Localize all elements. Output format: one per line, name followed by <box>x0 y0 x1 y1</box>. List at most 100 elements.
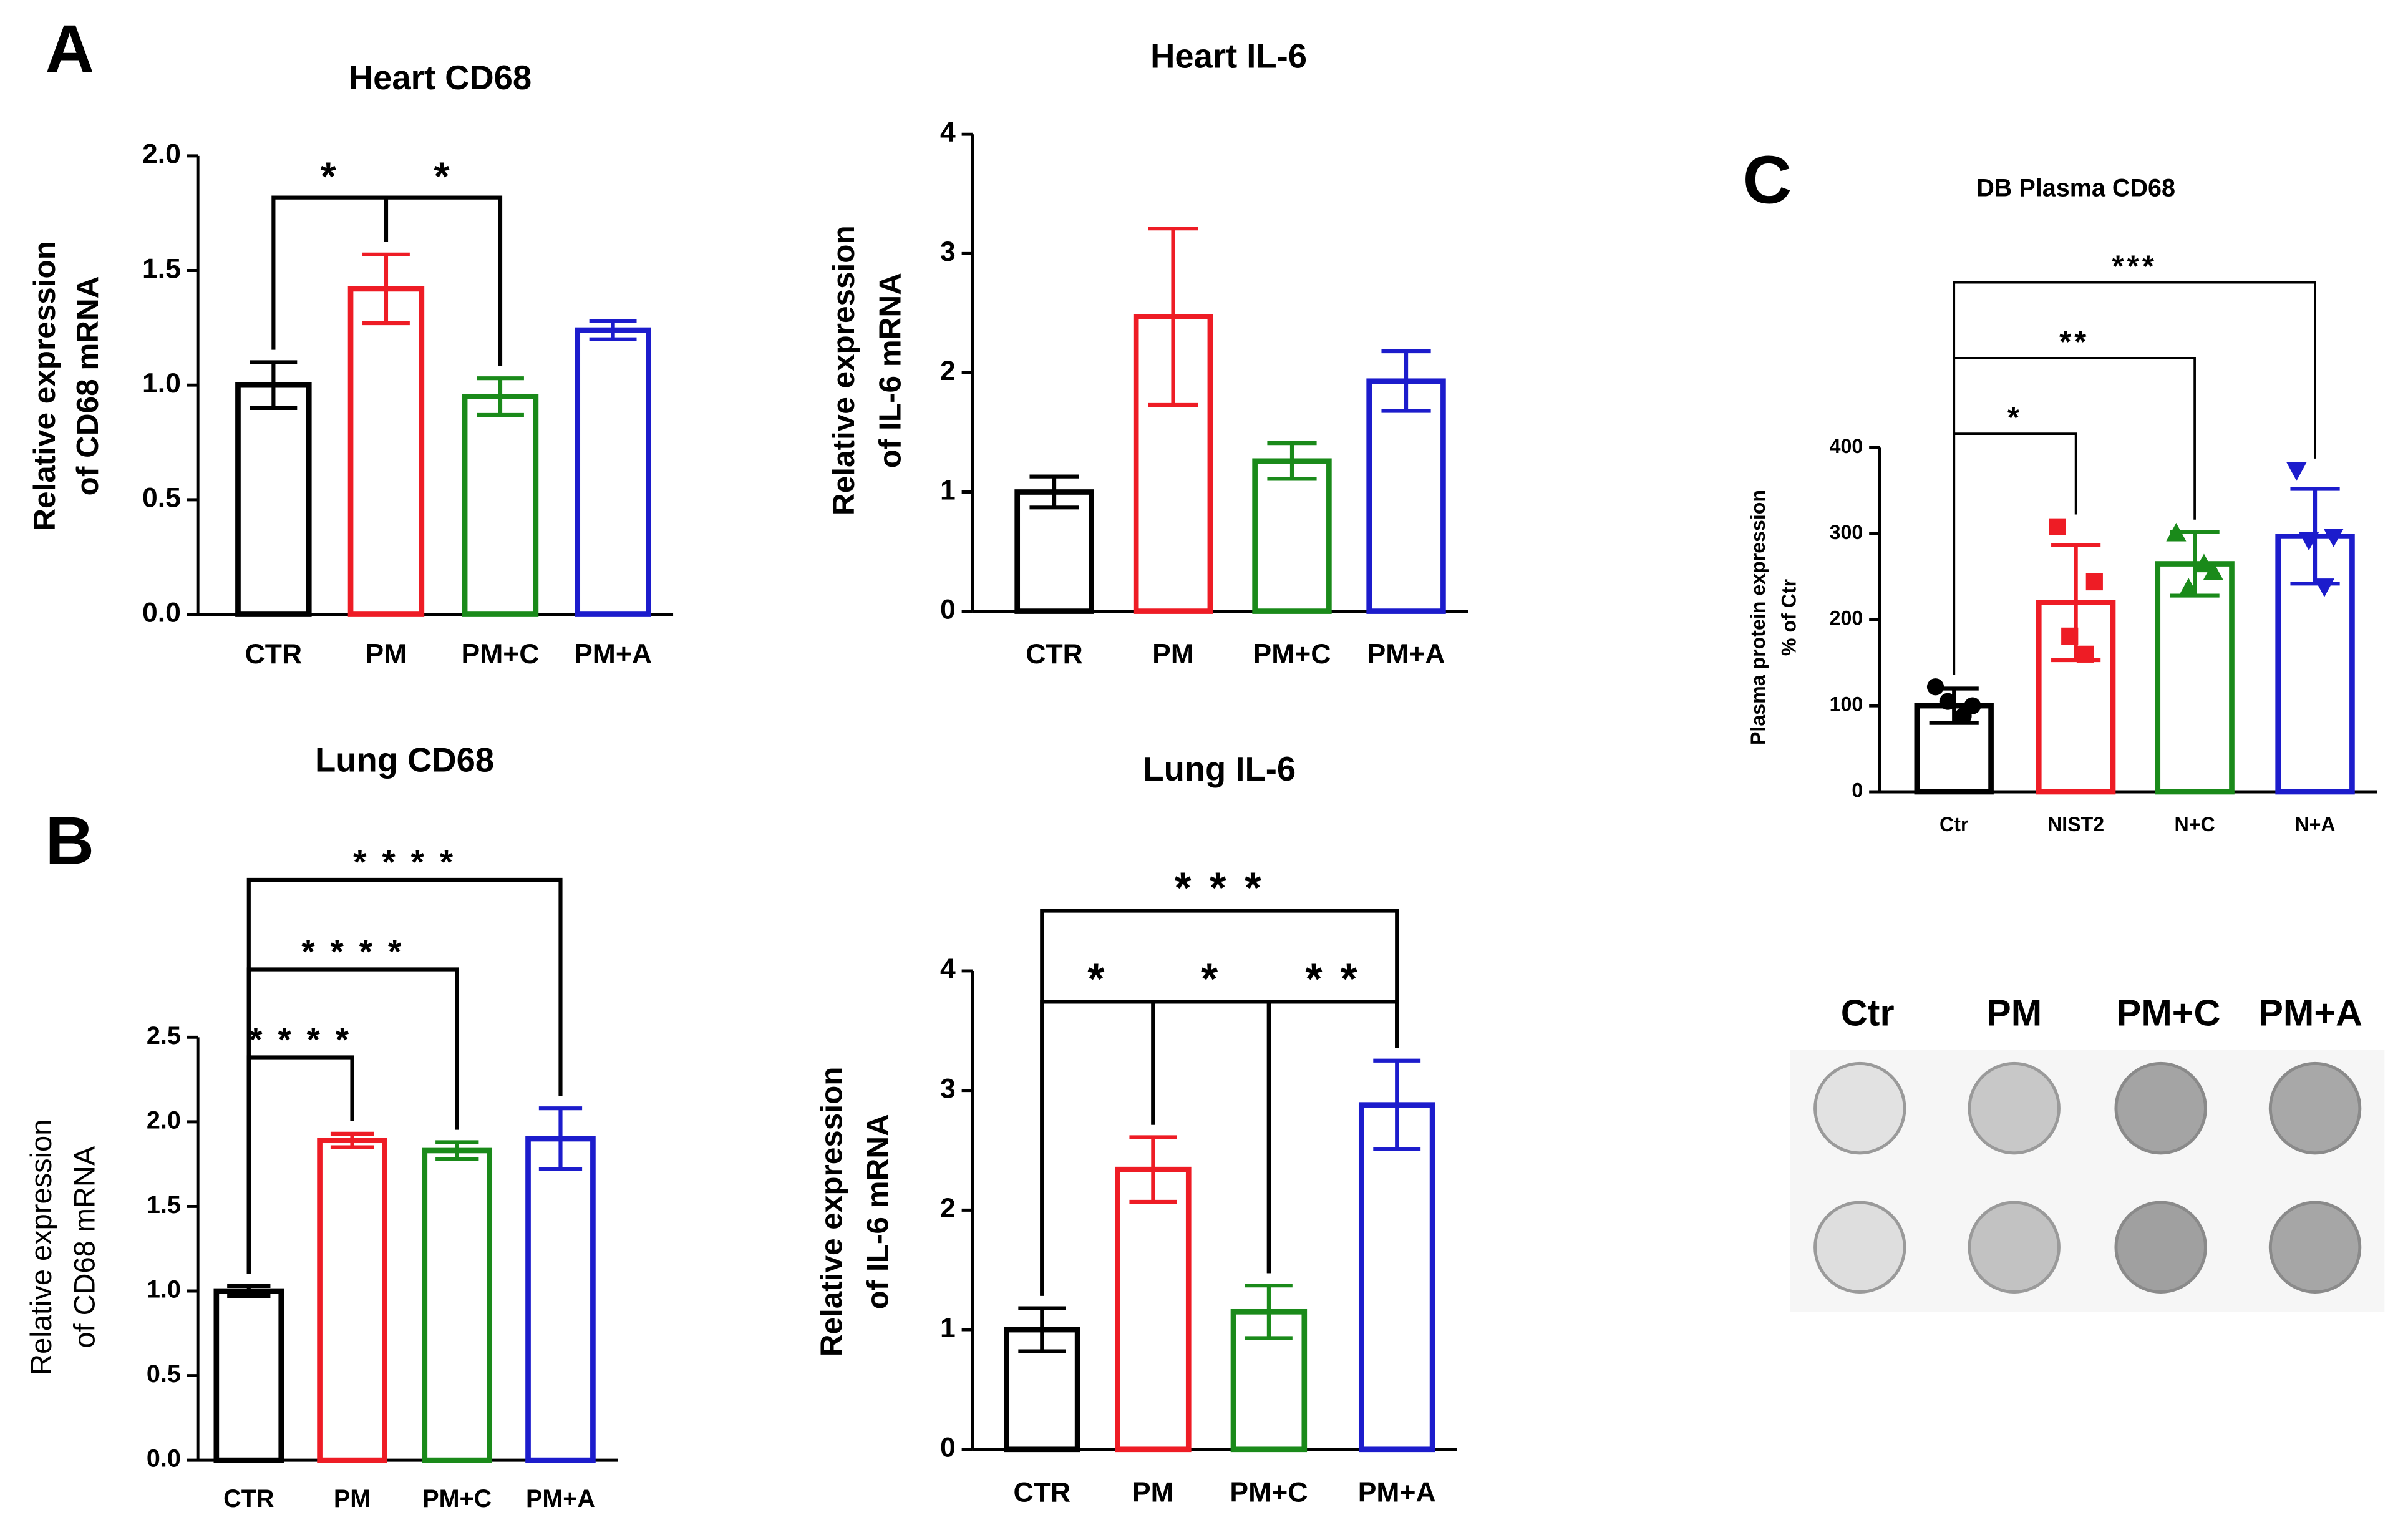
significance-bracket <box>246 877 563 1274</box>
x-tick-label: CTR <box>1014 1477 1071 1508</box>
significance-bracket <box>1953 432 2077 675</box>
bar <box>317 1138 387 1463</box>
data-point <box>2193 553 2215 573</box>
significance-label: * <box>1201 955 1221 1003</box>
data-point <box>2299 532 2319 551</box>
error-bar <box>1029 474 1079 510</box>
significance-bracket <box>384 195 503 366</box>
data-point <box>2323 529 2344 547</box>
y-tick-label: 0 <box>1852 779 1863 801</box>
x-tick-label: PM <box>366 639 407 670</box>
y-tick-label: 3 <box>940 1073 956 1104</box>
bar <box>1014 489 1094 614</box>
significance-bracket <box>1040 1000 1155 1296</box>
error-bar <box>435 1140 479 1161</box>
x-tick-label: PM+C <box>1230 1477 1308 1508</box>
x-tick-label: PM+C <box>422 1485 492 1513</box>
error-bar <box>227 1284 271 1298</box>
error-bar <box>1373 1058 1421 1151</box>
x-tick-label: PM <box>1152 639 1194 670</box>
significance-label: * <box>2007 401 2022 435</box>
y-axis-label: Relative expression <box>27 241 62 531</box>
y-tick-label: 3 <box>940 236 956 267</box>
error-bar <box>362 252 410 326</box>
data-point <box>2085 573 2103 591</box>
blot-label: PM+C <box>2117 991 2221 1033</box>
data-point <box>2061 627 2079 645</box>
bar <box>462 394 539 617</box>
x-tick-label: CTR <box>245 639 303 670</box>
error-bar <box>477 376 524 417</box>
bar <box>1358 1102 1435 1453</box>
significance-label: *** <box>2112 249 2157 283</box>
y-tick-label: 1.0 <box>142 368 181 399</box>
error-bar <box>1245 1284 1293 1340</box>
x-tick-label: CTR <box>223 1485 274 1513</box>
significance-label: ** <box>2059 325 2089 359</box>
x-tick-label: PM+A <box>1367 639 1445 670</box>
y-tick-label: 0 <box>940 594 956 625</box>
panel-label: A <box>46 11 95 87</box>
significance-bracket <box>1953 281 2316 675</box>
y-tick-label: 2 <box>940 1193 956 1224</box>
error-bar <box>538 1106 583 1171</box>
y-axis-label: Relative expression <box>24 1119 57 1375</box>
significance-label: * * * <box>1175 864 1265 912</box>
x-tick-label: NIST2 <box>2047 813 2104 836</box>
x-tick-label: PM+C <box>462 639 540 670</box>
significance-label: * * * * <box>353 843 456 881</box>
data-point <box>2286 462 2307 481</box>
significance-label: * * * * <box>301 932 404 970</box>
significance-label: * <box>434 154 452 199</box>
bar <box>525 1136 596 1463</box>
y-axis-label: Relative expression <box>814 1066 848 1357</box>
y-tick-label: 0.5 <box>142 483 181 514</box>
y-axis-label: % of Ctr <box>1778 578 1800 656</box>
x-tick-label: PM <box>334 1485 371 1513</box>
chart-title: Lung CD68 <box>315 741 494 779</box>
y-tick-label: 0.0 <box>147 1445 181 1473</box>
y-tick-label: 1.5 <box>147 1191 181 1219</box>
x-tick-label: PM+A <box>1358 1477 1436 1508</box>
panel-label: C <box>1743 142 1792 218</box>
significance-label: * <box>321 154 339 199</box>
y-tick-label: 2.5 <box>147 1022 181 1050</box>
bar <box>1366 378 1446 614</box>
y-tick-label: 2 <box>940 356 956 386</box>
y-tick-label: 0 <box>940 1433 956 1463</box>
y-tick-label: 1 <box>940 1313 956 1343</box>
x-tick-label: PM+A <box>526 1485 595 1513</box>
y-tick-label: 2.0 <box>147 1106 181 1134</box>
significance-label: * * * * <box>249 1020 352 1058</box>
error-bar <box>330 1131 374 1149</box>
error-bar <box>1381 349 1431 413</box>
x-tick-label: PM+A <box>574 639 652 670</box>
bar <box>235 382 312 617</box>
y-tick-label: 1 <box>940 475 956 505</box>
bar <box>1252 458 1332 614</box>
error-bar <box>1148 227 1198 407</box>
error-bar <box>250 360 298 411</box>
bar <box>422 1147 493 1463</box>
data-point <box>2076 645 2094 663</box>
data-point <box>1926 678 1944 696</box>
y-tick-label: 200 <box>1830 607 1863 630</box>
blot-label: PM+A <box>2258 991 2362 1033</box>
y-tick-label: 1.0 <box>147 1275 181 1303</box>
panel-label: B <box>46 802 95 879</box>
y-tick-label: 4 <box>940 117 956 148</box>
x-tick-label: CTR <box>1026 639 1083 670</box>
y-axis-label: Plasma protein expression <box>1747 490 1769 745</box>
y-axis-label: of IL-6 mRNA <box>861 1114 895 1309</box>
chart-title: Lung IL-6 <box>1143 750 1296 788</box>
blot-spots <box>1813 1061 2362 1294</box>
data-point <box>2314 578 2334 597</box>
x-tick-label: PM <box>1132 1477 1174 1508</box>
y-axis-label: of IL-6 mRNA <box>873 273 907 468</box>
x-tick-label: PM+C <box>1253 639 1331 670</box>
bar <box>1115 1166 1192 1453</box>
y-tick-label: 400 <box>1830 435 1863 457</box>
bar <box>213 1288 284 1463</box>
data-point <box>2049 518 2066 535</box>
